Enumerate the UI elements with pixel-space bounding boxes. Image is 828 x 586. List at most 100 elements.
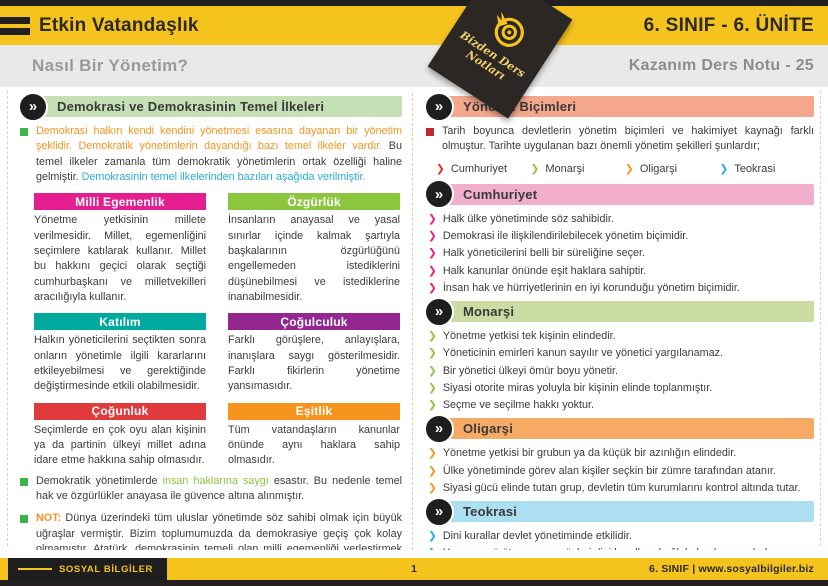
type-item: ❯ Monarşi (531, 162, 626, 176)
subject-label: SOSYAL BİLGİLER (59, 563, 153, 575)
chevron-icon: ❯ (428, 381, 437, 394)
subtopic-title: Nasıl Bir Yönetim? (32, 56, 189, 75)
principles-grid: Milli Egemenlik Yönetme yetkisinin mille… (34, 193, 400, 468)
list-item: ❯ Siyasi otorite miras yoluyla bir kişini… (428, 381, 713, 394)
section-header-oligarsi: » Oligarşi (424, 413, 814, 444)
chevron-icon: ❯ (428, 481, 437, 494)
list-item: ❯ İnsan hak ve hürriyetlerinin en iyi kor… (428, 281, 740, 294)
list-item: ❯ Yönetme yetkisi tek kişinin elindedir. (428, 330, 616, 343)
oligarsi-list: ❯ Yönetme yetkisi bir grubun ya da küçük … (428, 446, 814, 495)
teokrasi-list: ❯ Dini kurallar devlet yönetiminde etkili… (428, 529, 814, 550)
principle-card: Katılım Halkın yöneticilerini seçtikten … (34, 313, 206, 394)
course-title: Etkin Vatandaşlık (39, 14, 199, 36)
list-item: ❯ Yöneticinin emirleri kanun sayılır ve y… (428, 347, 724, 360)
publisher-logo-card: Bizden Ders Notları (427, 0, 573, 119)
list-item: ❯ Demokrasi ile ilişkilendirilebilecek yö… (428, 230, 689, 243)
intro-blue-text: Demokrasinin temel ilkelerinden bazıları… (81, 170, 366, 183)
target-dart-icon (494, 11, 524, 48)
rights-post-text: esastır. Bu nedenle temel hak ve özgürlü… (36, 474, 402, 502)
list-item: ❯ Bir yönetici ülkeyi ömür boyu yönetir. (428, 364, 619, 377)
principle-text: Halkın yöneticilerini seçtikten sonra on… (34, 334, 206, 393)
chevron-icon: ❯ (428, 247, 437, 260)
rights-highlight-text: insan haklarına saygı (162, 474, 269, 487)
footer-gap (0, 550, 828, 558)
note-text: Dünya üzerindeki tüm uluslar yönetimde s… (36, 512, 402, 550)
type-item: ❯ Oligarşi (625, 162, 720, 176)
intro-paragraph: Demokrasi halkın kendi kendini yönetmesi… (20, 124, 402, 185)
list-item: ❯ Siyasi gücü elinde tutan grup, devletin… (428, 481, 801, 494)
list-item: ❯ Yönetme yetkisi bir grubun ya da küçük … (428, 447, 737, 460)
chevron-double-icon: » (424, 296, 454, 327)
list-item: ❯ Seçme ve seçilme hakkı yoktur. (428, 399, 595, 412)
chevron-icon: ❯ (436, 162, 445, 175)
square-bullet-icon (426, 128, 434, 136)
list-item: ❯ Ülke yönetiminde görev alan kişiler seç… (428, 464, 776, 477)
chevron-icon: ❯ (428, 464, 437, 477)
footer-website: 6. SINIF | www.sosyalbilgiler.biz (649, 563, 814, 575)
footer-bar: SOSYAL BİLGİLER 1 6. SINIF | www.sosyalb… (0, 558, 828, 580)
chevron-double-icon: » (18, 93, 48, 122)
type-label: Oligarşi (639, 162, 678, 175)
top-black-strip (0, 0, 828, 6)
chevron-icon: ❯ (428, 546, 437, 550)
type-label: Teokrasi (734, 162, 776, 175)
chevron-icon: ❯ (428, 399, 437, 412)
right-cut-line (820, 91, 821, 546)
chevron-icon: ❯ (428, 264, 437, 277)
section-header-cumhuriyet: » Cumhuriyet (424, 179, 814, 210)
note-number: Kazanım Ders Notu - 25 (628, 57, 814, 74)
chevron-icon: ❯ (428, 364, 437, 377)
principle-title: Çoğunluk (34, 402, 206, 420)
principle-card: Milli Egemenlik Yönetme yetkisinin mille… (34, 193, 206, 305)
principle-text: Tüm vatandaşların kanunlar önünde aynı h… (228, 423, 400, 467)
left-cut-line (7, 91, 8, 546)
section-header-teokrasi: » Teokrasi (424, 496, 814, 527)
chevron-icon: ❯ (428, 230, 437, 243)
principle-title: Katılım (34, 313, 206, 331)
chevron-icon: ❯ (530, 162, 540, 175)
section-title: Teokrasi (437, 501, 814, 523)
section-title: Demokrasi ve Demokrasinin Temel İlkeleri (31, 96, 402, 117)
principle-card: Eşitlik Tüm vatandaşların kanunlar önünd… (228, 402, 400, 469)
chevron-icon: ❯ (428, 530, 437, 543)
section-header-yonetim-bicimleri: » Yönetim Biçimleri (424, 93, 814, 122)
monarsi-list: ❯ Yönetme yetkisi tek kişinin elindedir. … (428, 329, 814, 412)
brand-dashes-icon (0, 16, 30, 35)
content-area: » Demokrasi ve Demokrasinin Temel İlkele… (0, 87, 828, 550)
section-title: Cumhuriyet (437, 183, 814, 205)
type-item: ❯ Cumhuriyet (436, 162, 531, 176)
chevron-icon: ❯ (719, 162, 729, 175)
list-item: ❯Yasama, yürütme, yargı güçleri dini kur… (428, 546, 814, 550)
grade-unit-title: 6. SINIF - 6. ÜNİTE (643, 14, 814, 36)
list-item: ❯ Dini kurallar devlet yönetiminde etkili… (428, 530, 632, 543)
right-column: » Yönetim Biçimleri Tarih boyunca devlet… (424, 93, 818, 550)
chevron-icon: ❯ (428, 330, 437, 343)
note-label: NOT: (36, 512, 62, 525)
chevron-double-icon: » (424, 413, 454, 444)
chevron-icon: ❯ (428, 281, 437, 294)
left-column: » Demokrasi ve Demokrasinin Temel İlkele… (18, 93, 402, 550)
chevron-icon: ❯ (428, 347, 437, 360)
principle-text: İnsanların anayasal ve yasal sınırlar iç… (228, 214, 400, 303)
principle-title: Özgürlük (228, 193, 400, 211)
type-item: ❯ Teokrasi (720, 162, 815, 176)
badge-line (18, 568, 52, 570)
square-bullet-icon (20, 515, 28, 524)
note-paragraph: NOT: Dünya üzerindeki tüm uluslar yöneti… (20, 511, 402, 550)
chevron-icon: ❯ (428, 212, 437, 225)
chevron-double-icon: » (424, 179, 454, 210)
principle-card: Çoğulculuk Farklı görüşlere, anlayışlara… (228, 313, 400, 394)
chevron-icon: ❯ (428, 447, 437, 460)
sub-header-bar: Nasıl Bir Yönetim? Kazanım Ders Notu - 2… (0, 45, 828, 87)
chevron-double-icon: » (424, 496, 454, 527)
bottom-black-strip (0, 580, 828, 586)
principle-text: Yönetme yetkisinin millete verilmesidir.… (34, 214, 206, 303)
chevron-icon: ❯ (625, 162, 634, 175)
government-types-row: ❯ Cumhuriyet ❯ Monarşi ❯ Oligarşi ❯ Teok… (436, 162, 814, 176)
section-header-demokrasi: » Demokrasi ve Demokrasinin Temel İlkele… (18, 93, 402, 122)
chevron-double-icon: » (424, 93, 454, 122)
top-header-bar: Etkin Vatandaşlık 6. SINIF - 6. ÜNİTE (0, 6, 828, 45)
section-header-monarsi: » Monarşi (424, 296, 814, 327)
course-brand: Etkin Vatandaşlık (0, 15, 199, 37)
